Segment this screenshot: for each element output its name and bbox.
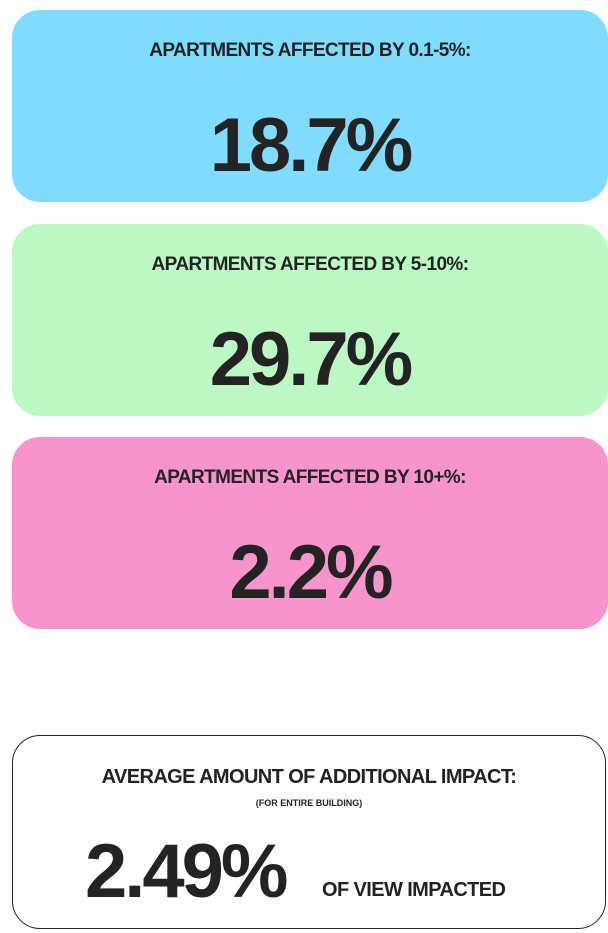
summary-unit: OF VIEW IMPACTED <box>322 879 506 901</box>
stat-card: APARTMENTS AFFECTED BY 5-10%: 29.7% <box>12 224 608 416</box>
stat-card: APARTMENTS AFFECTED BY 0.1-5%: 18.7% <box>12 10 608 202</box>
card-label: APARTMENTS AFFECTED BY 10+%: <box>154 467 466 488</box>
summary-card: AVERAGE AMOUNT OF ADDITIONAL IMPACT: (FO… <box>12 735 606 929</box>
summary-sublabel: (FOR ENTIRE BUILDING) <box>255 798 363 808</box>
card-label: APARTMENTS AFFECTED BY 0.1-5%: <box>149 40 471 61</box>
card-value: 2.2% <box>229 530 393 615</box>
summary-label: AVERAGE AMOUNT OF ADDITIONAL IMPACT: <box>101 766 517 788</box>
card-value: 18.7% <box>209 103 414 188</box>
card-label: APARTMENTS AFFECTED BY 5-10%: <box>151 254 470 275</box>
stat-card: APARTMENTS AFFECTED BY 10+%: 2.2% <box>12 437 608 629</box>
card-value: 29.7% <box>209 317 414 402</box>
summary-value: 2.49% <box>85 829 288 914</box>
